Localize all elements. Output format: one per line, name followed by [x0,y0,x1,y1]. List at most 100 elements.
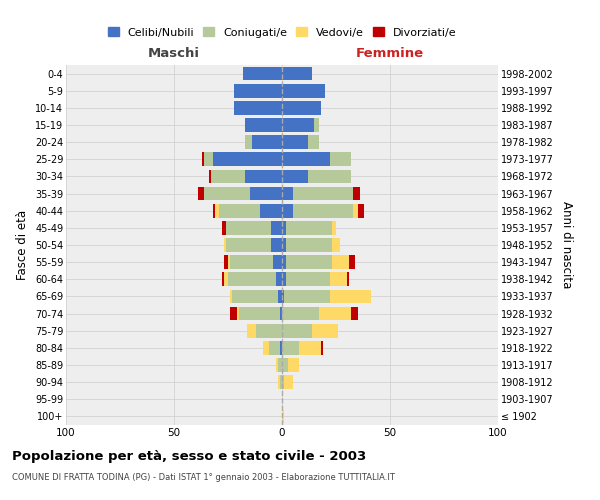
Bar [224,238,226,252]
Bar [228,272,275,286]
Bar [319,306,351,320]
Bar [312,324,338,338]
Bar [252,136,282,149]
Bar [209,170,211,183]
Bar [275,272,282,286]
Text: Femmine: Femmine [356,46,424,60]
Bar [282,256,286,269]
Bar [250,186,282,200]
Bar [358,204,364,218]
Bar [282,341,299,354]
Bar [282,152,329,166]
Bar [274,256,282,269]
Bar [286,221,332,234]
Bar [202,152,204,166]
Bar [263,341,269,354]
Bar [235,84,282,98]
Bar [282,204,293,218]
Bar [245,136,252,149]
Y-axis label: Anni di nascita: Anni di nascita [560,202,573,288]
Bar [221,272,224,286]
Bar [280,341,282,354]
Bar [282,170,308,183]
Bar [282,238,286,252]
Bar [332,256,349,269]
Bar [308,170,351,183]
Bar [282,358,289,372]
Bar [353,204,358,218]
Bar [299,341,321,354]
Bar [232,290,278,304]
Bar [239,306,280,320]
Bar [228,256,230,269]
Text: COMUNE DI FRATTA TODINA (PG) - Dati ISTAT 1° gennaio 2003 - Elaborazione TUTTITA: COMUNE DI FRATTA TODINA (PG) - Dati ISTA… [12,472,395,482]
Bar [271,238,282,252]
Bar [282,290,284,304]
Bar [321,341,323,354]
Bar [282,410,284,424]
Bar [271,221,282,234]
Bar [293,186,353,200]
Bar [204,152,213,166]
Bar [282,186,293,200]
Bar [269,341,280,354]
Bar [280,306,282,320]
Bar [260,204,282,218]
Bar [280,376,282,389]
Bar [282,66,312,80]
Bar [220,204,260,218]
Bar [278,290,282,304]
Bar [282,324,312,338]
Bar [235,101,282,114]
Bar [329,290,371,304]
Bar [282,101,321,114]
Text: Popolazione per età, sesso e stato civile - 2003: Popolazione per età, sesso e stato civil… [12,450,366,463]
Bar [289,358,299,372]
Bar [215,204,220,218]
Bar [278,376,280,389]
Bar [224,272,228,286]
Bar [293,204,353,218]
Bar [286,272,329,286]
Bar [245,118,282,132]
Bar [278,358,282,372]
Bar [245,170,282,183]
Bar [329,272,347,286]
Bar [284,290,329,304]
Bar [308,136,319,149]
Bar [230,290,232,304]
Bar [243,66,282,80]
Bar [282,376,284,389]
Bar [282,306,319,320]
Bar [284,376,293,389]
Bar [332,221,336,234]
Bar [226,238,271,252]
Bar [213,204,215,218]
Bar [226,221,271,234]
Legend: Celibi/Nubili, Coniugati/e, Vedovi/e, Divorziati/e: Celibi/Nubili, Coniugati/e, Vedovi/e, Di… [107,28,457,38]
Bar [204,186,250,200]
Bar [286,256,332,269]
Bar [221,221,226,234]
Bar [230,306,236,320]
Bar [314,118,319,132]
Bar [347,272,349,286]
Bar [230,256,274,269]
Bar [282,272,286,286]
Bar [282,118,314,132]
Bar [213,152,282,166]
Bar [198,186,204,200]
Text: Maschi: Maschi [148,46,200,60]
Bar [247,324,256,338]
Bar [236,306,239,320]
Bar [256,324,282,338]
Bar [224,256,228,269]
Bar [349,256,355,269]
Bar [329,152,351,166]
Bar [351,306,358,320]
Bar [332,238,340,252]
Bar [286,238,332,252]
Bar [282,136,308,149]
Bar [282,221,286,234]
Bar [211,170,245,183]
